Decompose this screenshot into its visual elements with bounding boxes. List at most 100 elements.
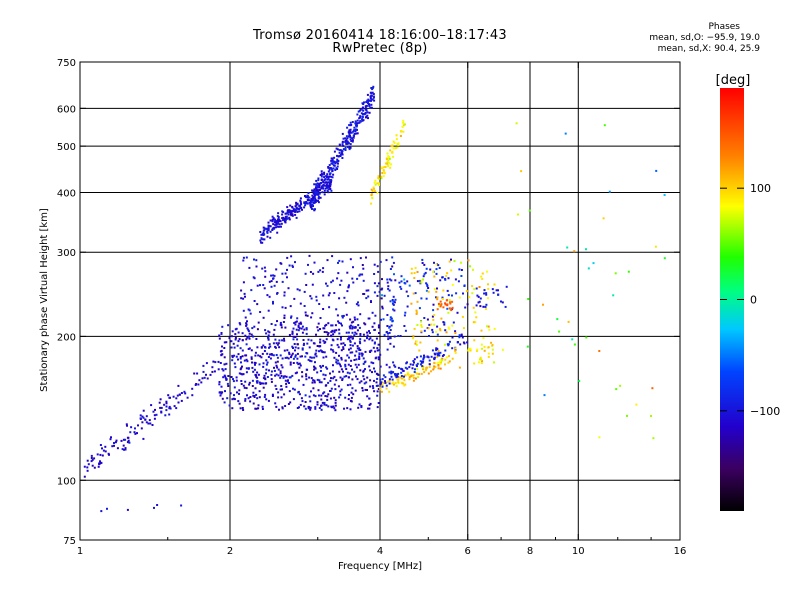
data-point — [331, 349, 334, 352]
data-point — [273, 274, 276, 277]
data-point — [520, 170, 523, 173]
data-point — [302, 344, 305, 346]
data-point — [375, 356, 378, 359]
data-point — [412, 337, 414, 340]
data-point — [436, 333, 439, 336]
data-point — [345, 313, 348, 316]
data-point — [267, 330, 270, 333]
data-point — [372, 85, 375, 88]
data-point — [256, 284, 259, 287]
data-point — [352, 281, 355, 284]
data-point — [375, 384, 378, 387]
data-point — [377, 175, 380, 178]
data-point — [373, 367, 375, 370]
data-point — [349, 344, 352, 347]
data-point — [288, 211, 291, 214]
data-point — [298, 362, 301, 365]
data-point — [109, 438, 112, 441]
data-point — [391, 256, 394, 259]
data-point — [260, 382, 263, 385]
data-point — [322, 187, 325, 190]
data-point — [332, 377, 335, 380]
data-point — [102, 449, 105, 452]
data-point — [290, 315, 293, 318]
data-point — [387, 332, 389, 335]
data-point — [346, 354, 349, 357]
data-point — [381, 390, 383, 393]
data-point — [374, 314, 377, 317]
data-point — [355, 332, 358, 335]
data-point — [315, 186, 318, 189]
data-point — [234, 337, 237, 339]
data-point — [339, 390, 342, 393]
data-point — [219, 394, 222, 397]
x-tick-label: 8 — [527, 546, 533, 557]
data-point — [357, 110, 360, 113]
data-point — [268, 225, 271, 228]
data-point — [454, 351, 457, 354]
data-point — [294, 323, 297, 326]
data-point — [423, 371, 426, 374]
data-point — [497, 293, 500, 296]
data-point — [356, 113, 359, 116]
data-point — [368, 105, 371, 107]
data-point — [387, 165, 390, 167]
data-point — [325, 331, 328, 334]
data-point — [205, 373, 207, 376]
data-point — [466, 303, 469, 306]
data-point — [318, 350, 320, 353]
data-point — [243, 386, 246, 389]
data-point — [402, 119, 405, 122]
data-point — [348, 356, 350, 359]
data-point — [332, 364, 334, 367]
data-point — [255, 265, 258, 268]
data-point — [217, 368, 220, 371]
data-point — [481, 272, 484, 275]
data-point — [292, 335, 295, 338]
data-point — [358, 121, 361, 124]
data-point — [439, 327, 441, 330]
data-point — [129, 431, 132, 434]
data-point — [276, 360, 279, 363]
data-point — [320, 381, 323, 384]
data-point — [373, 99, 376, 102]
data-point — [111, 445, 114, 448]
data-point — [343, 296, 346, 299]
data-point — [437, 264, 440, 267]
data-point — [228, 337, 231, 340]
data-point — [223, 374, 226, 377]
data-point — [264, 382, 267, 385]
data-point — [376, 390, 379, 393]
data-point — [247, 367, 250, 370]
data-point — [326, 333, 329, 336]
data-point — [90, 457, 93, 459]
data-point — [314, 208, 316, 211]
data-point — [278, 346, 281, 349]
data-point — [318, 184, 321, 186]
data-point — [400, 371, 403, 374]
data-point — [169, 407, 172, 410]
data-point — [262, 382, 265, 385]
data-point — [267, 334, 270, 337]
data-point — [293, 388, 296, 391]
data-point — [297, 329, 300, 332]
data-point — [294, 355, 297, 358]
data-point — [468, 296, 471, 299]
data-point — [348, 337, 351, 340]
grid-lines — [80, 62, 680, 540]
data-point — [386, 281, 389, 284]
data-point — [275, 222, 278, 225]
data-point — [261, 408, 264, 410]
data-point — [301, 208, 303, 211]
data-point — [386, 161, 389, 164]
data-point — [364, 368, 366, 371]
data-point — [304, 314, 307, 317]
data-point — [439, 351, 442, 354]
data-point — [292, 362, 295, 364]
data-point — [422, 360, 425, 363]
data-point — [306, 196, 309, 199]
data-point — [262, 284, 265, 286]
data-point — [450, 258, 452, 261]
data-point — [252, 391, 255, 394]
data-point — [133, 431, 136, 434]
